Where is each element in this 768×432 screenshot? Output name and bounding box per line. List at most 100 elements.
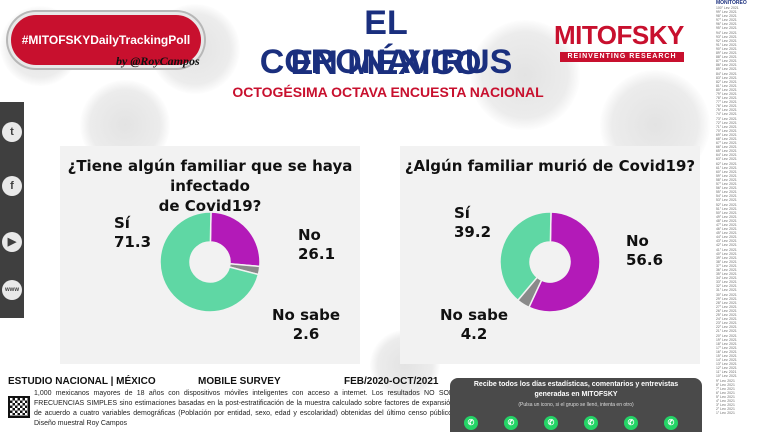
value-label: 56.6: [626, 251, 664, 269]
tracking-line: 26° Lev. 2021: [716, 308, 737, 313]
tracking-line: 99° Lev. 2021: [716, 10, 737, 15]
youtube-icon[interactable]: ▶: [2, 232, 22, 252]
chart-title-died: ¿Algún familiar murió de Covid19?: [400, 156, 700, 176]
facebook-icon[interactable]: f: [2, 176, 22, 196]
donut-chart-infected: [159, 211, 261, 313]
social-sidebar: t f ▶ www: [0, 102, 24, 318]
tracking-line: 70° Lev. 2021: [716, 128, 737, 133]
tracking-line: 100° Lev. 2021: [716, 6, 739, 10]
tracking-line: 87° Lev. 2021: [716, 59, 737, 64]
tracking-line: 42° Lev. 2021: [716, 243, 737, 248]
whatsapp-icon[interactable]: ✆: [664, 416, 678, 430]
qr-code-icon[interactable]: [8, 396, 30, 418]
tracking-line: 68° Lev. 2021: [716, 137, 737, 141]
tracking-line: 8° Lev. 2021: [716, 382, 735, 387]
tracking-line: 94° Lev. 2021: [716, 30, 737, 35]
tracking-line: 40° Lev. 2021: [716, 251, 737, 256]
tracking-line: 41° Lev. 2021: [716, 247, 737, 252]
tracking-line: 93° Lev. 2021: [716, 34, 737, 39]
whatsapp-icon[interactable]: ✆: [624, 416, 638, 430]
chart-panel-infected: ¿Tiene algún familiar que se haya infect…: [60, 146, 360, 364]
tracking-line: 67° Lev. 2021: [716, 141, 737, 146]
tracking-line: 22° Lev. 2021: [716, 325, 737, 330]
slice-si: [499, 211, 552, 302]
tracking-line: 21° Lev. 2021: [716, 329, 737, 334]
whatsapp-icon[interactable]: ✆: [464, 416, 478, 430]
tracking-line: 84° Lev. 2021: [716, 71, 737, 76]
tracking-lines: 100° Lev. 2021 99° Lev. 2021 98° Lev. 2021…: [716, 6, 768, 415]
page-subtitle: OCTOGÉSIMA OCTAVA ENCUESTA NACIONAL: [232, 84, 544, 100]
tracking-line: 34° Lev. 2021: [716, 276, 737, 281]
whatsapp-icon[interactable]: ✆: [504, 416, 518, 430]
page-title-line1: EL CORONAVIRUS: [259, 4, 513, 81]
tracking-line: 92° Lev. 2021: [716, 38, 737, 43]
tracking-line: 81° Lev. 2021: [716, 83, 737, 88]
tracking-line: 54° Lev. 2021: [716, 194, 737, 199]
tracking-list: MONITOREO 100° Lev. 2021 99° Lev. 2021 98°…: [716, 0, 768, 432]
tracking-line: 47° Lev. 2021: [716, 222, 737, 227]
tracking-line: 75° Lev. 2021: [716, 108, 737, 113]
brand-logo: MITOFSKY: [554, 20, 684, 50]
tracking-line: 44° Lev. 2021: [716, 235, 737, 240]
tracking-line: 27° Lev. 2021: [716, 304, 737, 309]
tracking-line: 66° Lev. 2021: [716, 145, 737, 150]
www-icon[interactable]: www: [2, 280, 22, 300]
tracking-line: 37° Lev. 2021: [716, 263, 737, 268]
category-label: No sabe: [272, 306, 341, 324]
tracking-line: 19° Lev. 2021: [716, 337, 737, 342]
footer-study: ESTUDIO NACIONAL | MÉXICO: [8, 376, 156, 387]
tracking-line: 10° Lev. 2021: [716, 374, 737, 379]
value-label: 26.1: [298, 245, 336, 263]
tracking-line: 69° Lev. 2021: [716, 132, 737, 137]
label-no: No 56.6: [626, 232, 663, 270]
tracking-line: 51° Lev. 2021: [716, 206, 737, 211]
tracking-line: 11° Lev. 2021: [716, 370, 737, 375]
value-label: 71.3: [114, 233, 152, 251]
tracking-line: 61° Lev. 2021: [716, 165, 737, 170]
whatsapp-icon[interactable]: ✆: [584, 416, 598, 430]
tracking-line: 62° Lev. 2021: [716, 161, 737, 166]
tracking-line: 30° Lev. 2021: [716, 292, 737, 297]
tracking-line: 15° Lev. 2021: [716, 353, 737, 358]
chart-title-infected: ¿Tiene algún familiar que se haya infect…: [60, 156, 360, 216]
tracking-line: 28° Lev. 2021: [716, 300, 737, 305]
slice-si: [159, 211, 260, 313]
label-no-sabe: No sabe 4.2: [440, 306, 508, 344]
slice-no: [209, 211, 261, 268]
tracking-line: 78° Lev. 2021: [716, 96, 737, 101]
tracking-line: 63° Lev. 2021: [716, 157, 737, 162]
tracking-line: 14° Lev. 2021: [716, 358, 737, 363]
tracking-line: 52° Lev. 2021: [716, 202, 737, 207]
tracking-line: 6° Lev. 2021: [716, 390, 735, 395]
tracking-line: 65° Lev. 2021: [716, 149, 737, 154]
value-label: 4.2: [460, 325, 488, 343]
value-label: 39.2: [454, 223, 492, 241]
tracking-line: 38° Lev. 2021: [716, 259, 737, 264]
virus-decoration: [470, 20, 580, 130]
tracking-line: 60° Lev. 2021: [716, 169, 737, 174]
hashtag-badge[interactable]: #MITOFSKYDailyTrackingPoll: [8, 12, 204, 68]
tracking-line: 32° Lev. 2021: [716, 284, 737, 289]
category-label: Sí: [114, 214, 130, 232]
tracking-line: 7° Lev. 2021: [716, 386, 735, 391]
tracking-line: 71° Lev. 2021: [716, 124, 737, 129]
twitter-icon[interactable]: t: [2, 122, 22, 142]
tracking-line: 39° Lev. 2021: [716, 255, 737, 260]
label-si: Sí 71.3: [114, 214, 151, 252]
tracking-line: 5° Lev. 2021: [716, 394, 735, 399]
footer-methodology-text: 1,000 mexicanos mayores de 18 años con d…: [34, 390, 454, 427]
whatsapp-hint: (Pulsa un icono, si el grupo se llenó, i…: [518, 402, 634, 408]
page-title-line2: EN MÉXICO: [290, 44, 482, 82]
tracking-line: 13° Lev. 2021: [716, 362, 737, 367]
tracking-line: 77° Lev. 2021: [716, 100, 737, 105]
tracking-line: 86° Lev. 2021: [716, 63, 737, 68]
byline: by @RoyCampos: [116, 54, 200, 68]
whatsapp-icon[interactable]: ✆: [544, 416, 558, 430]
label-no: No 26.1: [298, 226, 335, 264]
tracking-line: 29° Lev. 2021: [716, 296, 737, 301]
category-label: No: [298, 226, 321, 244]
tracking-line: 31° Lev. 2021: [716, 288, 737, 293]
tracking-line: 23° Lev. 2021: [716, 321, 737, 326]
tracking-line: 89° Lev. 2021: [716, 51, 737, 56]
tracking-line: 72° Lev. 2021: [716, 120, 737, 125]
